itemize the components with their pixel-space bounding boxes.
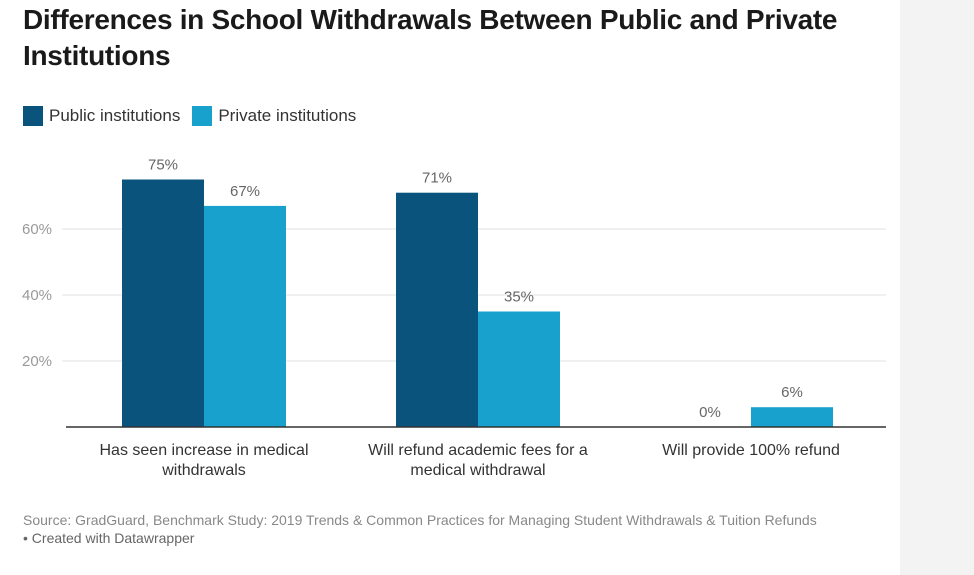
source-note: Source: GradGuard, Benchmark Study: 2019…	[23, 512, 817, 528]
bar-private	[478, 311, 560, 427]
bar-private	[751, 407, 833, 427]
legend-item-public: Public institutions	[23, 106, 180, 126]
bar-private	[204, 205, 286, 427]
category-label-line: Has seen increase in medical	[99, 442, 309, 459]
legend-label-private: Private institutions	[218, 106, 357, 125]
legend-label-public: Public institutions	[49, 106, 181, 125]
category-label: Will refund academic fees for a medical w…	[343, 441, 613, 481]
legend-item-private: Private institutions	[192, 106, 356, 126]
category-label-line: medical withdrawal	[410, 462, 546, 479]
legend-swatch-public	[23, 106, 43, 126]
legend-swatch-private	[192, 106, 213, 126]
data-label: 6%	[781, 384, 803, 401]
bar-chart: 20% 40% 60% 75% 71% 0% 67% 35% 6%	[22, 157, 886, 428]
category-label-line: Will refund academic fees for a	[368, 442, 588, 459]
category-label: Will provide 100% refund	[616, 441, 886, 461]
data-label: 35%	[504, 289, 534, 306]
data-label: 0%	[699, 404, 721, 421]
category-label-line: withdrawals	[162, 462, 246, 479]
datawrapper-credit: • Created with Datawrapper	[23, 530, 195, 546]
data-label: 67%	[230, 183, 260, 200]
category-label-line: Will provide 100% refund	[662, 442, 840, 459]
chart-title: Differences in School Withdrawals Betwee…	[23, 4, 838, 71]
y-tick-label: 20%	[22, 353, 52, 370]
y-tick-label: 60%	[22, 221, 52, 238]
chart-card: Differences in School Withdrawals Betwee…	[0, 0, 900, 575]
bar-public	[122, 179, 204, 427]
y-tick-label: 40%	[22, 287, 52, 304]
data-label: 71%	[422, 170, 452, 187]
legend: Public institutions Private institutions	[23, 104, 368, 128]
category-label: Has seen increase in medical withdrawals	[69, 441, 339, 481]
bar-public	[396, 192, 478, 427]
footer: Source: GradGuard, Benchmark Study: 2019…	[23, 511, 883, 547]
data-label: 75%	[148, 157, 178, 174]
